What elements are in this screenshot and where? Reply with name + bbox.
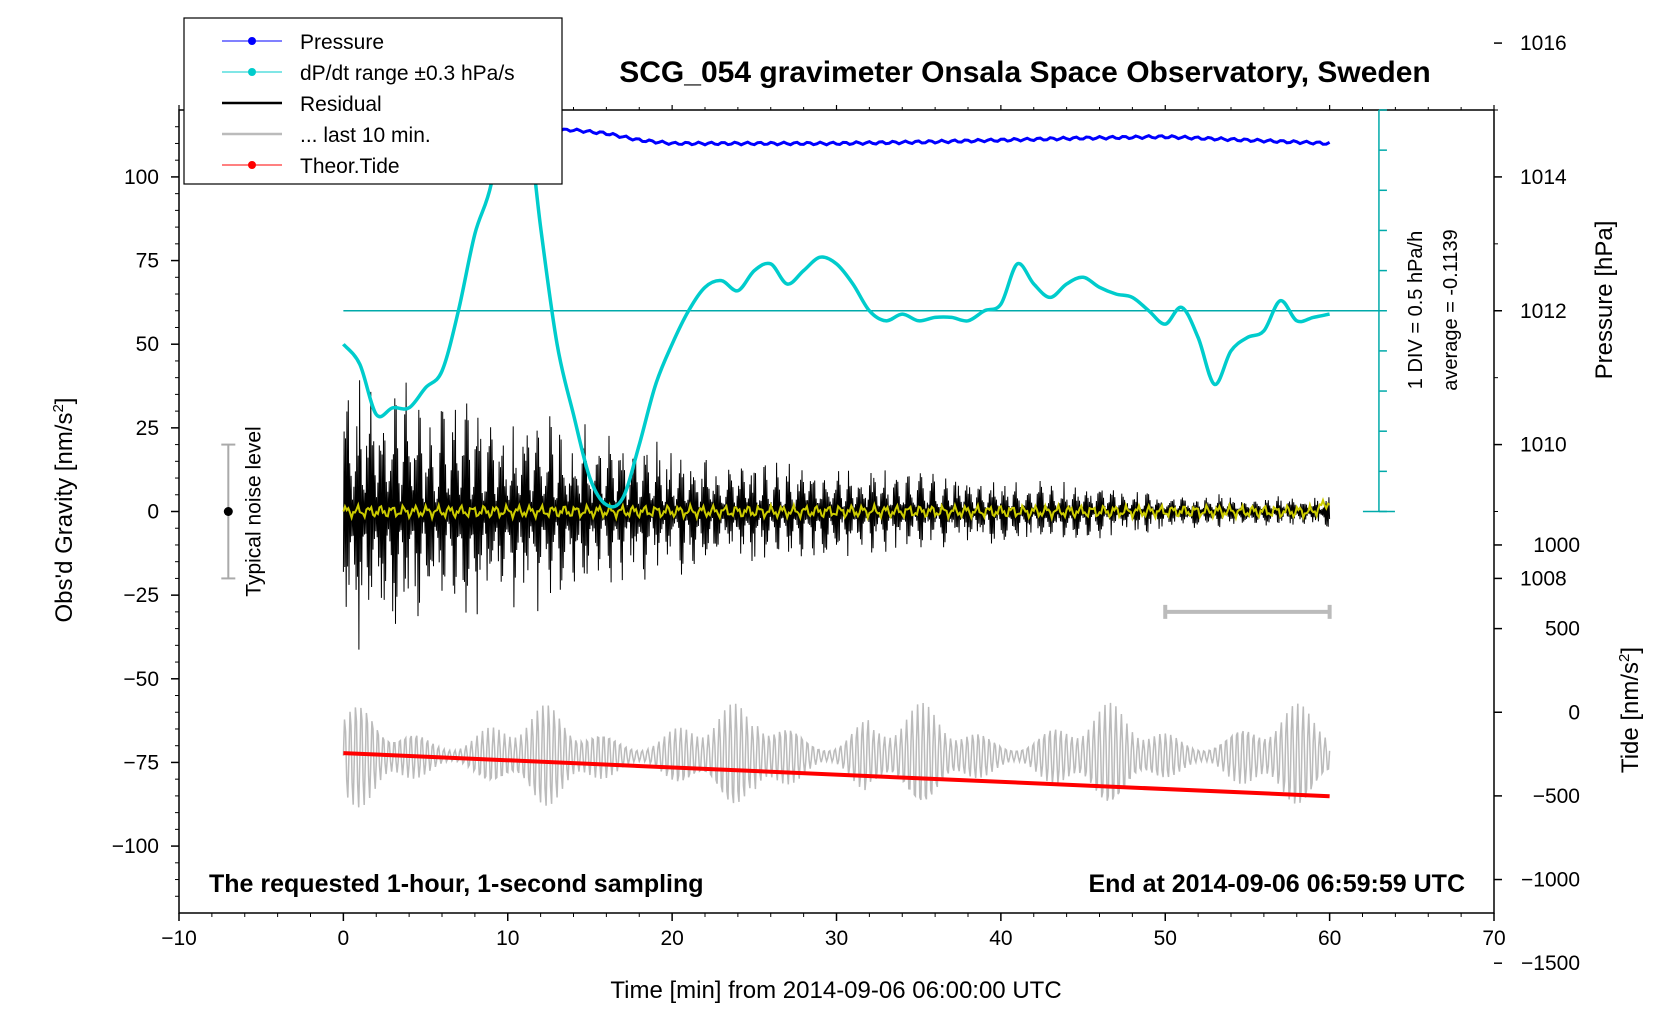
legend-label: ... last 10 min. bbox=[300, 124, 431, 147]
dpdt-scale-axis: 1 DIV = 0.5 hPa/h average = -0.1139 bbox=[1362, 109, 1462, 513]
tide-axis-label-text: Tide [nm/s bbox=[1617, 662, 1644, 773]
gravity-axis-ticks: 100 75 50 25 0 −25 −50 −75 −100 bbox=[112, 126, 179, 897]
gravity-axis-label-close: ] bbox=[51, 398, 78, 405]
tide-tick-label: 500 bbox=[1545, 618, 1580, 641]
pressure-tick-label: 1016 bbox=[1520, 32, 1567, 55]
x-axis-ticks: −10 0 10 20 30 40 50 60 70 bbox=[161, 105, 1506, 950]
x-tick-label: 50 bbox=[1154, 927, 1177, 950]
tide-tick-label: 1000 bbox=[1533, 534, 1580, 557]
x-tick-label: 10 bbox=[496, 927, 519, 950]
pressure-tick-label: 1008 bbox=[1520, 567, 1567, 590]
tide-axis-label-sup: 2 bbox=[1616, 654, 1633, 662]
gravity-tick-label: −25 bbox=[123, 584, 159, 607]
gravity-tick-label: 25 bbox=[136, 417, 159, 440]
pressure-tick-label: 1010 bbox=[1520, 434, 1567, 457]
dpdt-scale-ticks bbox=[1362, 109, 1395, 513]
gravity-axis-label: Obs'd Gravity [nm/s2] bbox=[50, 398, 78, 623]
series-last-10-min bbox=[342, 702, 1331, 808]
legend-item: dP/dt range ±0.3 hPa/s bbox=[222, 62, 515, 85]
last-10-min-indicator bbox=[1163, 604, 1332, 619]
tide-tick-label: 0 bbox=[1568, 701, 1580, 724]
gravity-tick-label: −100 bbox=[112, 835, 159, 858]
tide-axis-label-close: ] bbox=[1617, 647, 1644, 654]
gravity-tick-label: 100 bbox=[124, 166, 159, 189]
dpdt-average-label: average = -0.1139 bbox=[1440, 229, 1462, 390]
tide-tick-label: −1000 bbox=[1521, 869, 1580, 892]
legend-label: Pressure bbox=[300, 31, 384, 54]
legend-item: Theor.Tide bbox=[222, 155, 400, 178]
tide-tick-label: −1500 bbox=[1521, 952, 1580, 975]
pressure-tick-label: 1012 bbox=[1520, 300, 1567, 323]
gravity-tick-label: 0 bbox=[147, 501, 159, 524]
legend-label: dP/dt range ±0.3 hPa/s bbox=[300, 62, 515, 85]
x-tick-label: 60 bbox=[1318, 927, 1341, 950]
series-dpdt bbox=[342, 110, 1330, 509]
x-tick-label: 70 bbox=[1482, 927, 1505, 950]
legend-item: Pressure bbox=[222, 31, 384, 54]
gravity-tick-label: 75 bbox=[136, 250, 159, 273]
pressure-tick-label: 1014 bbox=[1520, 166, 1567, 189]
noise-level-dot bbox=[223, 507, 233, 516]
chart-title: SCG_054 gravimeter Onsala Space Observat… bbox=[619, 56, 1431, 89]
x-tick-label: 40 bbox=[989, 927, 1012, 950]
pressure-axis-ticks: 1016 1014 1012 1010 1008 bbox=[1494, 32, 1567, 590]
gravity-tick-label: −50 bbox=[123, 668, 159, 691]
legend-box bbox=[183, 17, 563, 185]
legend-swatch-marker bbox=[248, 37, 256, 45]
series-residual-smoothed bbox=[342, 497, 1331, 522]
series-layer bbox=[342, 110, 1379, 808]
tide-axis-label: Tide [nm/s2] bbox=[1616, 647, 1644, 773]
series-theor-tide bbox=[343, 751, 1330, 799]
tide-tick-label: −500 bbox=[1533, 785, 1580, 808]
x-tick-label: 0 bbox=[338, 927, 350, 950]
legend-item: Residual bbox=[222, 93, 382, 116]
gravity-axis-label-sup: 2 bbox=[50, 404, 67, 412]
legend-item: ... last 10 min. bbox=[222, 124, 431, 147]
dpdt-scale-label: 1 DIV = 0.5 hPa/h bbox=[1405, 231, 1427, 389]
pressure-axis-label: Pressure [hPa] bbox=[1591, 221, 1618, 380]
legend-swatch-marker bbox=[248, 161, 256, 169]
noise-level-indicator: Typical noise level bbox=[221, 426, 265, 597]
x-tick-label: 20 bbox=[660, 927, 683, 950]
legend-swatch-marker bbox=[248, 68, 256, 76]
legend-label: Theor.Tide bbox=[300, 155, 400, 178]
gravity-tick-label: 50 bbox=[136, 333, 159, 356]
x-tick-label: 30 bbox=[825, 927, 848, 950]
note-sampling: The requested 1-hour, 1-second sampling bbox=[209, 870, 704, 898]
tide-axis-ticks: 1000 500 0 −500 −1000 −1500 bbox=[1494, 534, 1580, 975]
x-axis-label: Time [min] from 2014-09-06 06:00:00 UTC bbox=[610, 977, 1061, 1004]
gravity-tick-label: −75 bbox=[123, 751, 159, 774]
legend: Pressure dP/dt range ±0.3 hPa/s Residual..… bbox=[183, 17, 563, 185]
note-end-time: End at 2014-09-06 06:59:59 UTC bbox=[1088, 870, 1465, 898]
legend-label: Residual bbox=[300, 93, 382, 116]
gravity-axis-label-text: Obs'd Gravity [nm/s bbox=[51, 413, 78, 623]
noise-level-label: Typical noise level bbox=[242, 426, 265, 596]
x-tick-label: −10 bbox=[161, 927, 197, 950]
